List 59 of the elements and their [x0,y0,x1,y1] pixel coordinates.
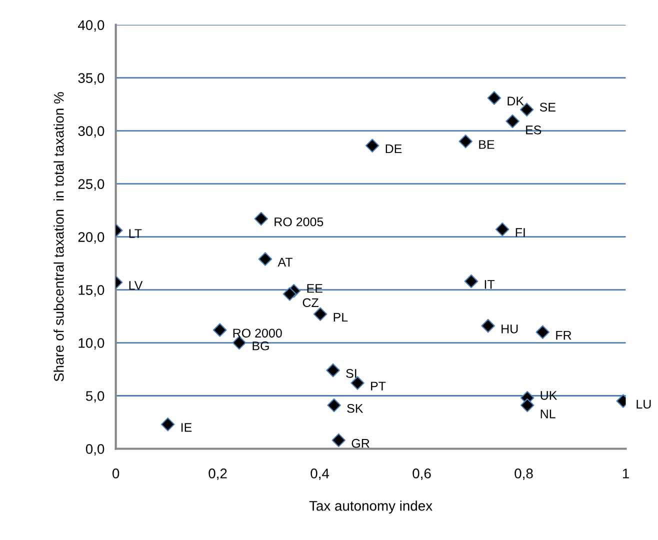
point [520,398,534,412]
annotation: SK [347,404,364,413]
point [487,91,502,105]
annotation: NL [540,410,556,418]
point [254,212,268,226]
y-axis-title: Share of subcentral taxation in total taxation % [54,92,64,382]
y-tick-label: 0,0 [86,444,104,456]
annotation: LT [129,229,142,238]
annotation: DK [508,96,524,106]
point [481,318,495,333]
point [258,252,272,266]
annotation: PT [371,382,386,390]
annotation: FR [556,330,572,340]
y-tick-label: 35,0 [78,73,104,85]
point [506,114,520,128]
x-axis-title: Tax autonomy index [309,500,432,514]
point [458,134,473,148]
annotation: RO 2005 [274,217,324,226]
y-tick-label: 10,0 [78,338,104,350]
y-tick-label: 30,0 [78,126,104,138]
annotation: BG [252,341,269,350]
point [536,325,550,340]
point [282,287,297,301]
annotation: AT [278,258,292,266]
annotation: PL [334,312,348,322]
annotation: IE [181,423,192,432]
y-tick-label: 5,0 [86,391,104,403]
point [365,138,380,153]
annotation: BE [479,140,494,149]
point [464,274,478,288]
y-tick-label: 25,0 [78,179,104,191]
point [327,398,341,412]
x-tick-label: 0,8 [514,468,533,480]
point [350,376,364,390]
x-tick-label: 0 [112,468,120,478]
annotation: FI [516,228,525,237]
y-tick-label: 20,0 [78,232,104,244]
annotation: SE [540,102,556,112]
annotation: IT [484,280,495,289]
x-tick-label: 0,4 [310,468,330,480]
x-tick-label: 0,2 [208,468,227,480]
x-tick-label: 1 [622,468,629,478]
y-tick-label: 15,0 [78,285,104,297]
annotation: HU [502,324,518,334]
point [326,363,340,378]
annotation: RO 2000 [233,328,282,338]
annotation: LV [129,281,143,290]
point [332,433,346,448]
x-tick-label: 0,6 [412,468,431,480]
y-tick-label: 40,0 [78,20,104,32]
annotation: SI [346,368,356,378]
point [160,417,175,432]
annotation: CZ [302,298,318,308]
point [495,222,510,236]
point [313,307,328,322]
annotation: LU [636,400,651,409]
point [212,323,227,337]
annotation: DE [386,144,402,154]
annotation: GR [352,438,370,448]
